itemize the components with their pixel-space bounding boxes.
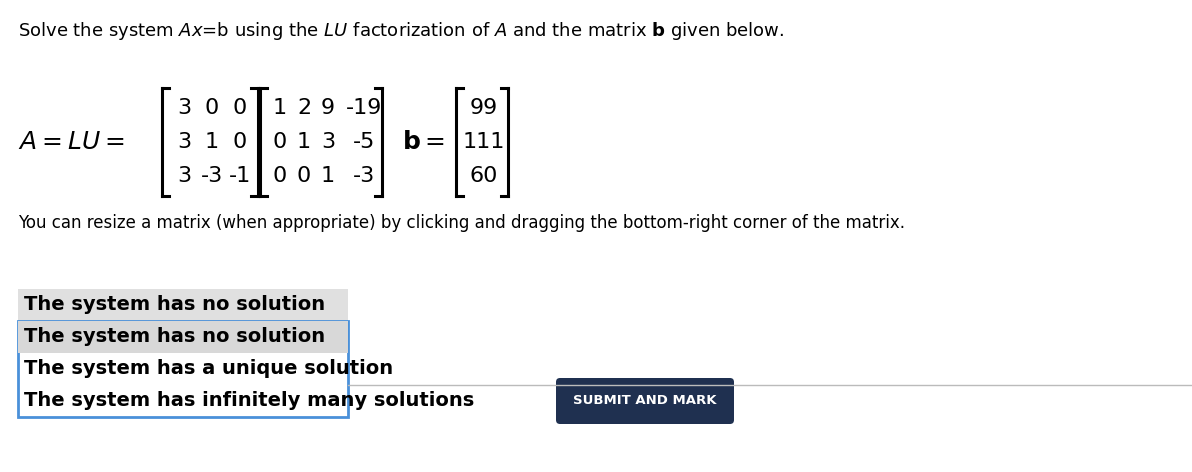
Text: 0: 0 bbox=[297, 166, 311, 186]
Text: 3: 3 bbox=[321, 132, 335, 152]
Text: 1: 1 bbox=[321, 166, 335, 186]
Text: The system has infinitely many solutions: The system has infinitely many solutions bbox=[24, 391, 474, 411]
Text: 0: 0 bbox=[232, 98, 247, 118]
Text: The system has no solution: The system has no solution bbox=[24, 328, 325, 346]
Text: 2: 2 bbox=[297, 98, 311, 118]
Text: -5: -5 bbox=[353, 132, 375, 152]
Text: 0: 0 bbox=[205, 98, 219, 118]
Text: -3: -3 bbox=[353, 166, 375, 186]
FancyBboxPatch shape bbox=[18, 289, 348, 321]
Text: 3: 3 bbox=[176, 132, 191, 152]
Text: You can resize a matrix (when appropriate) by clicking and dragging the bottom-r: You can resize a matrix (when appropriat… bbox=[18, 214, 905, 232]
Text: 9: 9 bbox=[321, 98, 335, 118]
Text: 99: 99 bbox=[470, 98, 498, 118]
Text: 1: 1 bbox=[297, 132, 311, 152]
Text: The system has a unique solution: The system has a unique solution bbox=[24, 360, 393, 379]
Text: 60: 60 bbox=[470, 166, 498, 186]
Text: The system has no solution: The system has no solution bbox=[24, 295, 325, 314]
Text: 1: 1 bbox=[273, 98, 287, 118]
FancyBboxPatch shape bbox=[18, 321, 348, 353]
Text: 1: 1 bbox=[205, 132, 219, 152]
Text: Solve the system $Ax$=b using the $LU$ factorization of $A$ and the matrix $\mat: Solve the system $Ax$=b using the $LU$ f… bbox=[18, 20, 784, 42]
Text: 3: 3 bbox=[176, 98, 191, 118]
Text: -1: -1 bbox=[229, 166, 252, 186]
Text: SUBMIT AND MARK: SUBMIT AND MARK bbox=[573, 395, 716, 407]
Text: 0: 0 bbox=[232, 132, 247, 152]
Text: -3: -3 bbox=[201, 166, 223, 186]
Text: -19: -19 bbox=[346, 98, 383, 118]
Text: 3: 3 bbox=[176, 166, 191, 186]
FancyBboxPatch shape bbox=[555, 378, 734, 424]
Text: 0: 0 bbox=[273, 166, 287, 186]
Text: $\mathbf{b} =$: $\mathbf{b} =$ bbox=[402, 130, 445, 154]
Text: $A = LU =$: $A = LU =$ bbox=[18, 130, 124, 154]
Text: 111: 111 bbox=[462, 132, 505, 152]
Text: 0: 0 bbox=[273, 132, 287, 152]
